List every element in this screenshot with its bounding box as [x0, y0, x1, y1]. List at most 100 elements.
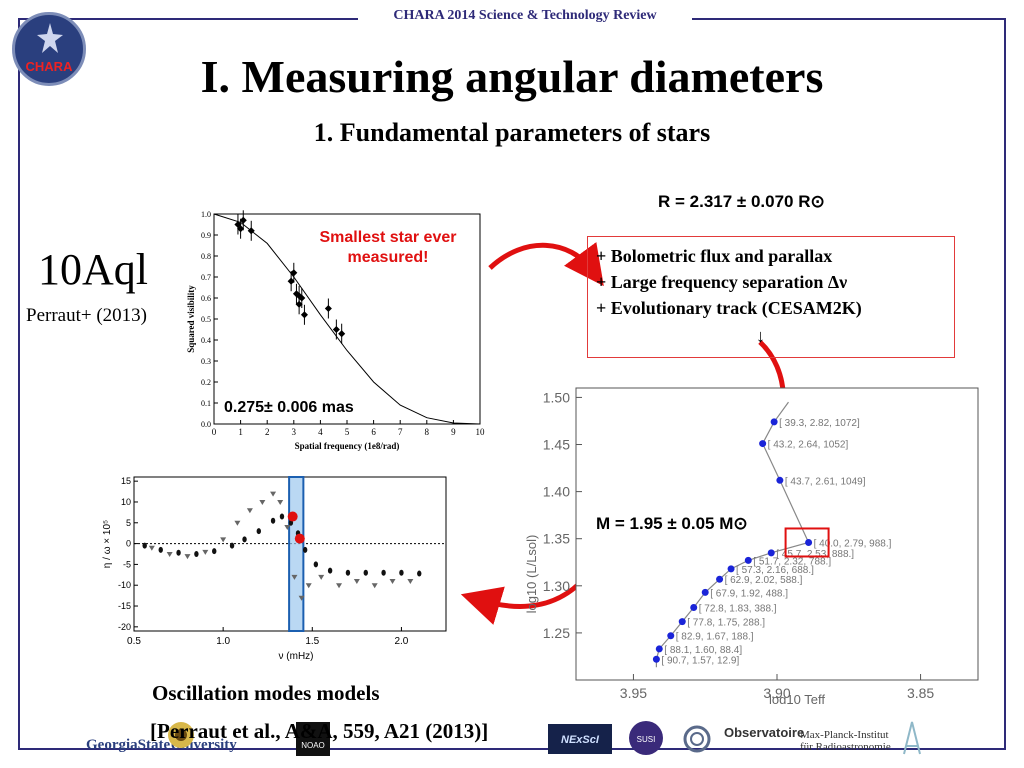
y-tick-label: 1.35 [543, 531, 570, 547]
y-tick-label: 0 [126, 539, 131, 549]
x-axis-label: Spatial frequency (1e8/rad) [295, 441, 400, 451]
track-point [701, 588, 709, 596]
track-point [805, 538, 813, 546]
data-point [324, 304, 332, 313]
mode-point-triangle [353, 579, 360, 585]
track-point-label: [ 67.9, 1.92, 488.] [710, 588, 788, 599]
header-rule-right [692, 18, 1006, 20]
model-curve [213, 213, 481, 425]
selected-model-box [784, 527, 830, 558]
x-tick-label: 0.5 [127, 636, 141, 647]
mode-point-filled [270, 517, 276, 524]
mode-point-triangle [166, 552, 173, 557]
institute-logo-icon [168, 722, 194, 748]
mode-point-triangle [336, 583, 343, 589]
observed-mode-marker [294, 533, 305, 544]
hr-diagram-chart: 1.25 1.30 1.35 1.40 1.45 1.50 3.95 3.90 3.85 log1… [524, 387, 979, 704]
track-point-label: [ 43.2, 2.64, 1052] [768, 440, 849, 451]
x-tick-label: 3.85 [907, 685, 934, 701]
chara-logo: CHARA [12, 12, 86, 86]
mode-point-triangle [220, 537, 227, 543]
mode-point-filled [212, 548, 217, 555]
susi-logo: SUSI [629, 721, 663, 755]
header-title: CHARA 2014 Science & Technology Review [360, 8, 690, 24]
smallest-star-note: Smallest star ever measured! [319, 229, 457, 266]
noao-logo: NOAO [296, 722, 330, 756]
mode-point-triangle [234, 520, 241, 526]
frequency-band [288, 476, 305, 632]
mode-point-filled [242, 536, 247, 543]
x-axis-label: log10 Teff [769, 692, 825, 704]
x-tick-label: 6 [371, 427, 376, 437]
mode-point-filled [313, 561, 319, 568]
track-point [767, 549, 775, 557]
oscillation-chart: 15 10 5 0 -5 -10 -15 -20 0.5 1.0 1.5 2.0 ν (mHz) η / … [102, 476, 447, 662]
mode-point-filled [158, 546, 163, 553]
y-axis-label: Squared visibility [186, 285, 196, 353]
y-tick-label: 1.25 [543, 625, 570, 641]
y-tick-label: 0.1 [201, 399, 211, 408]
y-tick-label: 0.7 [201, 273, 211, 282]
track-point [655, 645, 663, 653]
y-tick-label: 1.45 [543, 437, 570, 453]
x-tick-label: 4 [318, 427, 323, 437]
track-point-label: [ 43.7, 2.61, 1049] [785, 476, 866, 487]
radius-value: R = 2.317 ± 0.070 R⊙ [658, 192, 825, 211]
track-point-label: [ 77.8, 1.75, 288.] [687, 618, 765, 629]
susi-text: SUSI [637, 735, 656, 744]
plot-frame [575, 387, 979, 681]
mode-point-triangle [389, 579, 396, 585]
x-tick-label: 3.95 [620, 685, 647, 701]
page-subtitle: 1. Fundamental parameters of stars [313, 118, 711, 147]
track-point [776, 476, 784, 484]
track-point [716, 575, 724, 583]
y-axis-label: η / ω × 10⁵ [102, 520, 113, 568]
mode-point-filled [279, 513, 285, 520]
x-tick-label: 9 [451, 427, 456, 437]
x-tick-label: 8 [425, 427, 430, 437]
nexsci-logo: NExScI [548, 724, 612, 754]
mpi-line1: Max-Planck-Institut [800, 729, 889, 741]
y-tick-label: 1.50 [543, 389, 570, 405]
data-point [332, 325, 340, 334]
y-tick-label: 0.9 [201, 231, 211, 240]
mode-point-filled [194, 551, 199, 557]
y-tick-label: 0.8 [201, 252, 211, 261]
track-point [652, 655, 660, 663]
evolution-track [655, 401, 810, 668]
mode-point-triangle [305, 583, 312, 589]
x-axis-label: ν (mHz) [279, 651, 314, 662]
mode-point-filled [399, 569, 404, 576]
constraints-box: + Bolometric flux and parallax + Large f… [587, 236, 955, 358]
data-point [298, 294, 306, 302]
obs-cote-azur-logo: Observatoire [724, 725, 805, 740]
track-point-label: [ 62.9, 2.02, 588.] [725, 575, 803, 586]
mode-point-triangle [284, 524, 291, 530]
mode-point-filled [302, 546, 308, 553]
mode-point-filled [142, 542, 147, 549]
y-tick-label: 1.40 [543, 484, 570, 500]
star-citation: Perraut+ (2013) [26, 305, 147, 326]
y-tick-label: 0.2 [201, 378, 211, 387]
data-point [338, 330, 346, 338]
plot-frame [213, 213, 481, 425]
track-point-label: [ 39.3, 2.82, 1072] [779, 418, 860, 429]
mode-point-filled [256, 528, 261, 535]
y-axis-label: log10 (L/Lsol) [524, 535, 539, 614]
data-point [300, 311, 308, 319]
logo-text: CHARA [25, 59, 73, 74]
y-tick-label: -20 [118, 622, 131, 632]
mode-point-triangle [246, 508, 253, 514]
arrow-to-constraints [488, 242, 604, 287]
page-title: I. Measuring angular diameters [200, 51, 824, 102]
mode-point-triangle [371, 583, 378, 589]
track-point [744, 556, 752, 564]
gsu-logo: GeorgiaStateUniversity [86, 737, 237, 753]
y-tick-label: 0.3 [201, 357, 211, 366]
mode-point-filled [417, 570, 422, 577]
mode-point-filled [345, 569, 351, 576]
y-tick-label: 0.4 [201, 336, 211, 345]
data-point [247, 227, 255, 235]
y-tick-label: -5 [123, 559, 131, 569]
noao-text: NOAO [301, 741, 325, 750]
